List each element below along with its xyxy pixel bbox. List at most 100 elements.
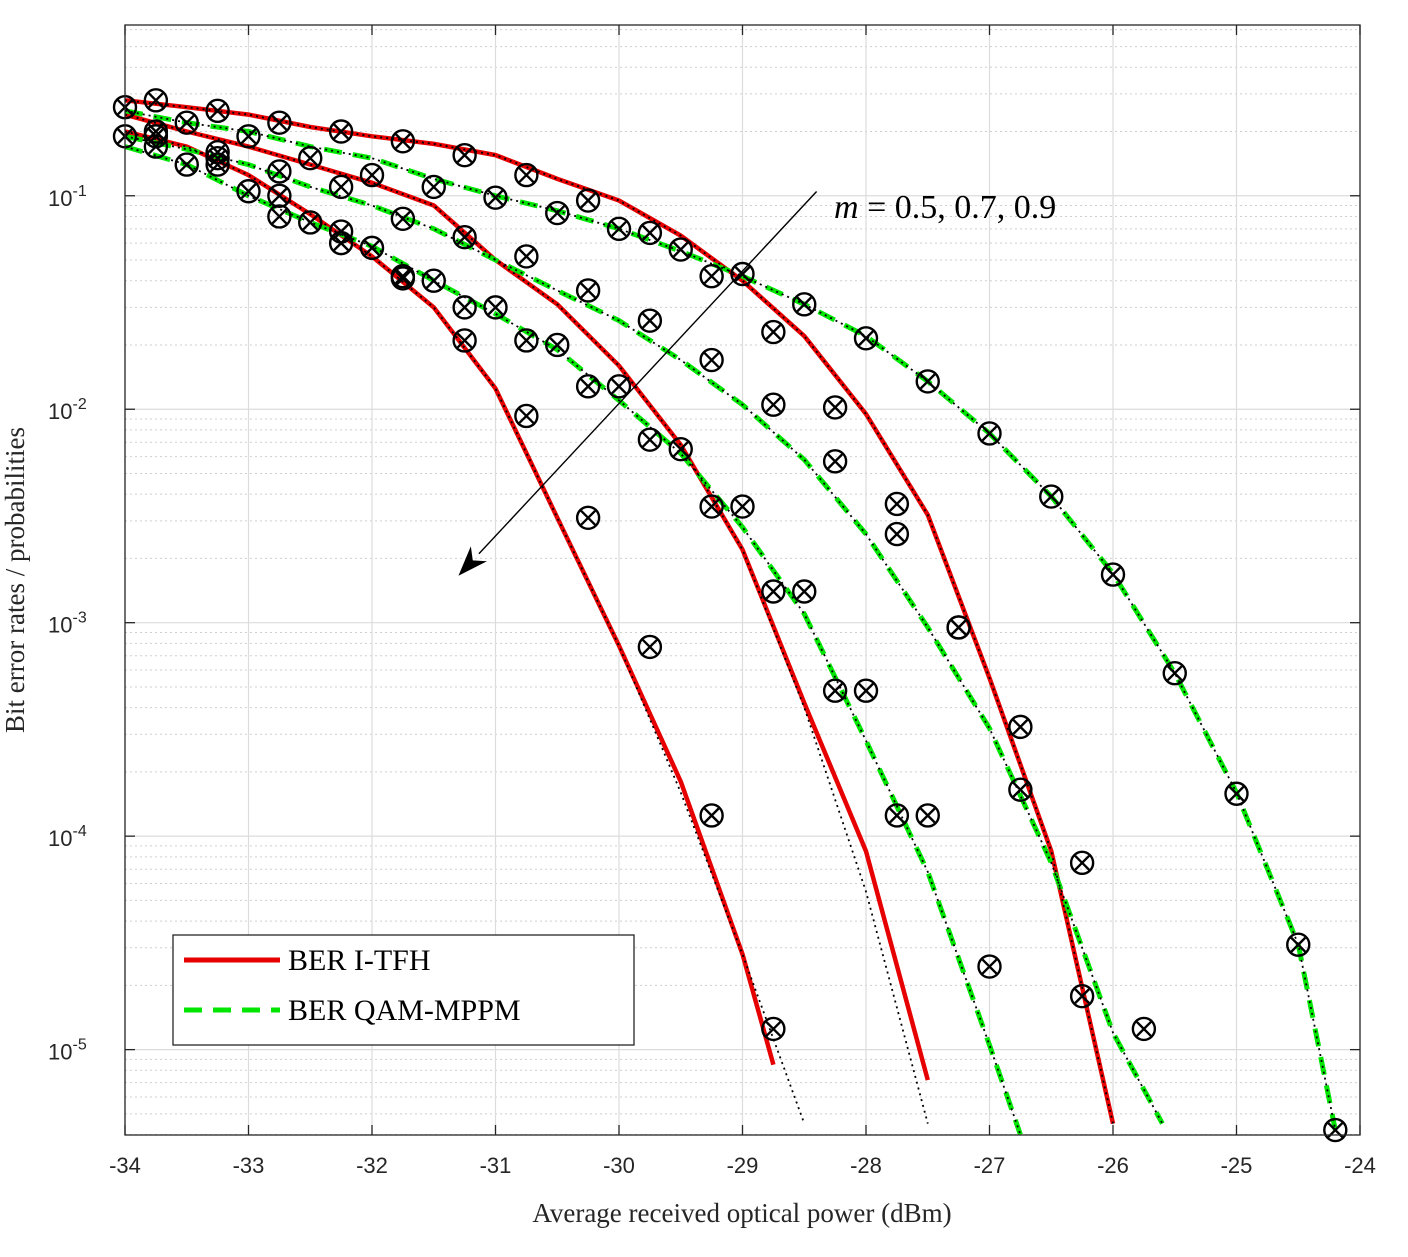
legend-label-ber-itfh: BER I-TFH <box>288 944 431 977</box>
data-point-marker <box>1224 781 1249 806</box>
series-line-i-tfh-probability <box>125 113 929 1124</box>
data-point-marker <box>792 579 817 604</box>
legend-box <box>172 934 635 1046</box>
data-point-marker <box>699 263 724 289</box>
data-point-marker <box>761 392 786 417</box>
data-point-marker <box>1039 484 1064 509</box>
marker-layer <box>112 88 1348 1143</box>
data-point-marker <box>205 139 230 165</box>
data-point-marker <box>328 174 354 200</box>
data-point-marker <box>514 328 539 353</box>
x-tick-label: -33 <box>233 1153 265 1178</box>
y-tick-label: 10-3 <box>48 610 87 638</box>
data-point-marker <box>637 308 663 333</box>
data-point-marker <box>421 268 446 293</box>
series-line-qam-mppm-probability <box>125 109 1337 1131</box>
data-point-marker <box>236 179 261 204</box>
data-point-marker <box>452 142 477 168</box>
data-point-marker <box>236 124 261 149</box>
data-point-marker <box>359 235 385 261</box>
data-point-marker <box>915 803 940 828</box>
data-point-marker <box>575 278 601 303</box>
data-point-marker <box>298 145 323 171</box>
x-tick-label: -25 <box>1221 1153 1253 1178</box>
annotation-arrow <box>478 191 818 555</box>
x-tick-label: -28 <box>850 1153 882 1178</box>
data-point-marker <box>1008 777 1033 802</box>
annotation-symbol: m <box>834 189 859 226</box>
data-point-marker <box>884 803 910 828</box>
data-point-marker <box>452 224 477 250</box>
x-tick-label: -34 <box>109 1153 141 1178</box>
data-point-marker <box>822 449 848 474</box>
data-point-marker <box>1008 714 1033 740</box>
data-point-marker <box>390 263 416 289</box>
x-tick-label: -32 <box>356 1153 388 1178</box>
data-point-marker <box>761 1016 786 1042</box>
data-point-marker <box>853 326 879 351</box>
data-point-marker <box>699 347 724 373</box>
data-point-marker <box>575 505 601 531</box>
data-point-marker <box>575 374 601 399</box>
y-tick-labels: 10-1 10-2 10-3 10-4 10-5 <box>48 183 1360 1065</box>
series-line-qam-mppm-probability <box>125 145 1022 1135</box>
data-point-marker <box>174 110 199 135</box>
x-tick-labels: -34 -33 -32 -31 -30 -29 -28 -27 -26 -25 -24 <box>109 25 1376 1178</box>
data-point-marker <box>1100 562 1126 587</box>
y-tick-label: 10-4 <box>48 823 87 851</box>
data-point-marker <box>761 579 786 604</box>
data-point-marker <box>822 678 848 703</box>
annotation-text: m = 0.5, 0.7, 0.9 <box>834 189 1056 226</box>
data-point-marker <box>1069 983 1095 1009</box>
data-point-marker <box>514 403 539 429</box>
data-point-marker <box>606 216 632 242</box>
annotation-values: = 0.5, 0.7, 0.9 <box>859 189 1057 226</box>
data-point-marker <box>328 219 354 244</box>
data-point-marker <box>575 188 601 213</box>
series-layer <box>125 98 1338 1135</box>
data-point-marker <box>514 244 539 269</box>
data-point-marker <box>699 494 724 519</box>
data-point-marker <box>1162 660 1187 686</box>
data-point-marker <box>205 98 230 124</box>
y-tick-label: 10-1 <box>48 183 87 211</box>
x-tick-label: -31 <box>480 1153 512 1178</box>
data-point-marker <box>359 162 385 188</box>
data-point-marker <box>483 185 508 210</box>
y-tick-label: 10-2 <box>48 396 87 424</box>
data-point-marker <box>668 237 693 262</box>
data-point-marker <box>792 292 817 317</box>
data-point-marker <box>452 295 477 320</box>
data-point-marker <box>1131 1016 1157 1042</box>
y-tick-label: 10-5 <box>48 1037 87 1065</box>
data-point-marker <box>946 615 971 640</box>
data-point-marker <box>884 491 910 517</box>
data-point-marker <box>545 332 570 358</box>
x-tick-label: -30 <box>603 1153 635 1178</box>
data-point-marker <box>514 162 539 188</box>
data-point-marker <box>1069 850 1095 876</box>
data-point-marker <box>606 374 632 399</box>
data-point-marker <box>637 220 663 246</box>
data-point-marker <box>143 88 169 113</box>
data-point-marker <box>884 521 910 547</box>
data-point-marker <box>915 369 940 394</box>
data-point-marker <box>699 803 724 828</box>
y-axis-label: Bit error rates / probabilities <box>0 427 30 733</box>
data-point-marker <box>174 152 199 177</box>
x-tick-label: -29 <box>727 1153 759 1178</box>
data-point-marker <box>452 328 477 353</box>
data-point-marker <box>668 436 693 462</box>
data-point-marker <box>390 129 416 154</box>
data-point-marker <box>822 395 848 420</box>
data-point-marker <box>143 119 169 144</box>
x-tick-label: -24 <box>1344 1153 1376 1178</box>
series-line-i-tfh-probability <box>125 130 806 1124</box>
annotation: m = 0.5, 0.7, 0.9 <box>458 189 1056 576</box>
data-point-marker <box>637 427 663 452</box>
data-point-marker <box>267 204 292 229</box>
data-point-marker <box>730 494 755 519</box>
data-point-marker <box>730 261 755 287</box>
x-tick-label: -27 <box>974 1153 1006 1178</box>
